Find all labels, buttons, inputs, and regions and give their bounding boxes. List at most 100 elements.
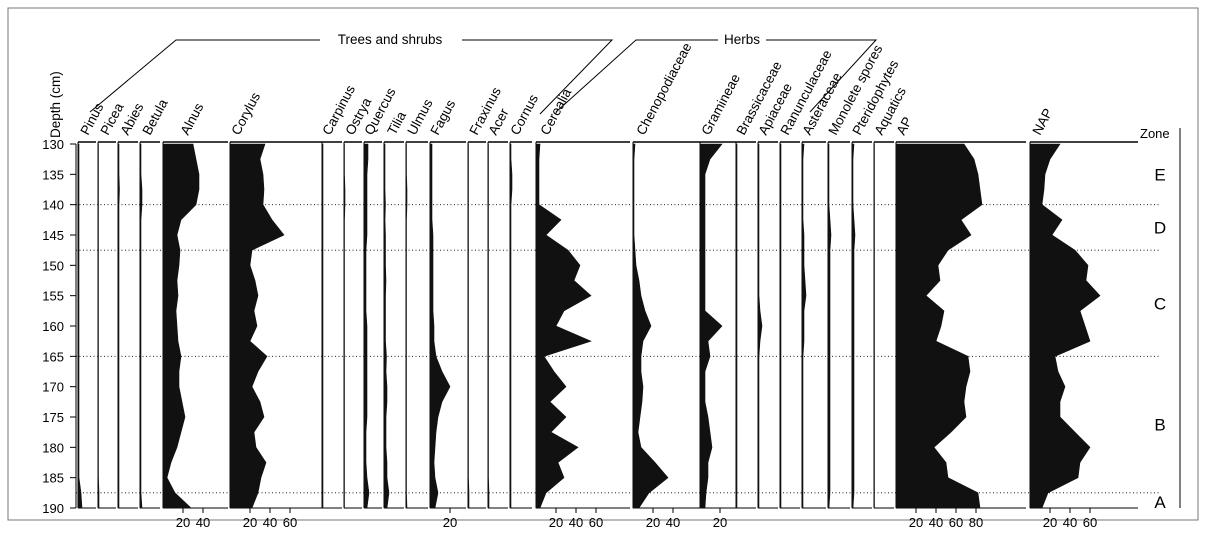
taxon-curve [363, 143, 370, 509]
taxon-panel: Acer [485, 105, 512, 509]
depth-tick-label: 130 [42, 137, 64, 152]
x-tick-label: 80 [969, 515, 983, 530]
taxon-curve [735, 143, 738, 509]
x-tick-label: 40 [196, 515, 210, 530]
x-tick-label: 60 [949, 515, 963, 530]
x-tick-label: 20 [1043, 515, 1057, 530]
depth-tick-label: 175 [42, 410, 64, 425]
taxon-panel: Apiaceae [755, 81, 795, 509]
depth-tick-label: 155 [42, 289, 64, 304]
taxon-panel: 20 40 Alnus [162, 100, 228, 530]
taxon-panel: Abies [117, 100, 147, 509]
depth-tick-label: 180 [42, 440, 64, 455]
taxon-panel: 20 40 60 NAP [1029, 106, 1138, 530]
depth-tick-label: 160 [42, 319, 64, 334]
x-tick-label: 20 [443, 515, 457, 530]
taxon-curve [321, 143, 324, 509]
taxon-curve [77, 143, 83, 509]
taxon-panel: Pinus [77, 100, 107, 509]
zone-label: C [1154, 294, 1166, 313]
depth-tick-label: 165 [42, 349, 64, 364]
x-tick-label: 40 [666, 515, 680, 530]
group-label-herbs: Herbs [724, 32, 760, 47]
taxon-curve [139, 143, 143, 509]
taxon-curve [405, 143, 408, 509]
taxon-curve [535, 143, 592, 509]
trees-bracket-right [462, 39, 614, 115]
taxon-curve [632, 143, 669, 509]
taxon-panel: Picea [97, 100, 127, 509]
zone-label: B [1154, 416, 1165, 435]
taxon-panel: 20 40 60 Corylus [228, 90, 322, 530]
y-axis-label: Depth (cm) [48, 71, 63, 138]
taxon-panel: 20 40 Chenopodiaceae [632, 40, 700, 530]
group-label-trees: Trees and shrubs [338, 32, 443, 47]
zone-column: Zone E D C B A [1140, 126, 1181, 512]
x-tick-label: 20 [713, 515, 727, 530]
zone-label: E [1154, 165, 1165, 184]
taxon-curve [801, 143, 807, 509]
group-headers: Trees and shrubs Herbs [89, 32, 878, 115]
x-tick-label: 60 [283, 515, 297, 530]
taxon-curve [467, 143, 470, 509]
taxon-label: Betula [139, 96, 170, 137]
taxon-curve [117, 143, 120, 509]
zone-label: A [1154, 493, 1166, 512]
taxon-panel: Monolete spores [825, 42, 886, 509]
depth-tick-label: 190 [42, 501, 64, 516]
taxon-label: Cornus [507, 92, 541, 138]
x-tick-label: 40 [929, 515, 943, 530]
taxon-curve [757, 143, 763, 509]
depth-tick-label: 150 [42, 258, 64, 273]
taxon-curve [162, 143, 200, 509]
depth-tick-label: 185 [42, 471, 64, 486]
depth-tick-label: 170 [42, 380, 64, 395]
taxon-panel: Quercus [361, 85, 399, 509]
taxon-panel: Fraxinus [466, 84, 504, 509]
taxon-curve [429, 143, 451, 509]
x-tick-label: 60 [589, 515, 603, 530]
taxon-label: Chenopodiaceae [633, 40, 694, 137]
zone-header: Zone [1140, 126, 1170, 141]
x-tick-label: 40 [263, 515, 277, 530]
taxon-curve [895, 143, 983, 509]
taxon-panel: Tilia [383, 109, 409, 509]
x-tick-label: 40 [1063, 515, 1077, 530]
herbs-bracket-left [555, 39, 718, 113]
trees-bracket-left [89, 39, 320, 113]
taxon-curve [229, 143, 285, 509]
x-tick-label: 20 [243, 515, 257, 530]
x-tick-label: 20 [176, 515, 190, 530]
x-tick-label: 40 [569, 515, 583, 530]
x-tick-label: 20 [646, 515, 660, 530]
taxon-curve [1029, 143, 1101, 509]
taxon-curve [827, 143, 832, 509]
taxon-curve [383, 143, 390, 509]
depth-axis: 130 135 140 145 150 155 160 165 170 175 180 185 190 [42, 137, 77, 516]
taxon-label: NAP [1029, 106, 1055, 138]
taxon-curve [851, 143, 856, 509]
taxon-curve [97, 143, 100, 509]
taxon-curve [779, 143, 782, 509]
taxon-label: Alnus [177, 100, 206, 137]
taxon-label: Corylus [228, 90, 263, 138]
herbs-bracket-right [766, 39, 878, 113]
x-tick-label: 60 [1083, 515, 1097, 530]
chart-frame [7, 7, 1199, 521]
depth-tick-label: 145 [42, 228, 64, 243]
taxon-panel: Ostrya [342, 95, 375, 509]
taxon-curve [509, 143, 513, 509]
taxon-label: Tilia [384, 109, 409, 138]
taxon-curve [487, 143, 490, 509]
x-tick-label: 20 [549, 515, 563, 530]
taxon-curve [343, 143, 346, 509]
x-tick-label: 20 [909, 515, 923, 530]
taxon-panel: 20 40 60 80 AP [893, 114, 1026, 530]
taxon-panel: Carpinus [319, 82, 358, 509]
depth-tick-label: 140 [42, 198, 64, 213]
depth-tick-label: 135 [42, 167, 64, 182]
